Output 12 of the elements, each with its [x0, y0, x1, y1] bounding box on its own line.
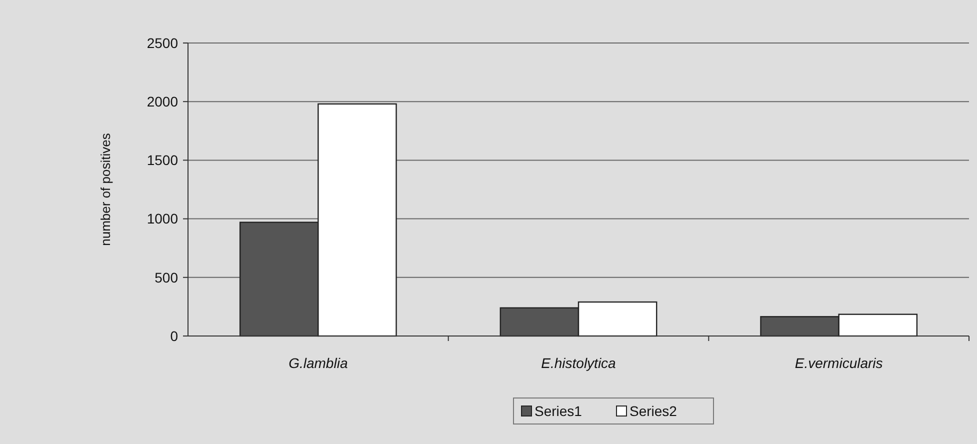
y-tick-label: 500	[154, 269, 178, 286]
y-tick-label: 2500	[146, 34, 178, 51]
y-tick-label: 1500	[146, 152, 178, 168]
y-tick-label: 2000	[146, 94, 178, 110]
x-tick-label: G.lamblia	[288, 355, 348, 371]
y-tick-label: 0	[170, 328, 178, 344]
legend-label: Series2	[630, 402, 678, 419]
y-axis-title: number of positives	[98, 132, 113, 246]
legend-label: Series1	[534, 402, 582, 419]
x-tick-label: E.vermicularis	[794, 355, 883, 371]
x-tick-label: E.histolytica	[541, 355, 616, 371]
y-tick-label: 1000	[146, 210, 178, 227]
